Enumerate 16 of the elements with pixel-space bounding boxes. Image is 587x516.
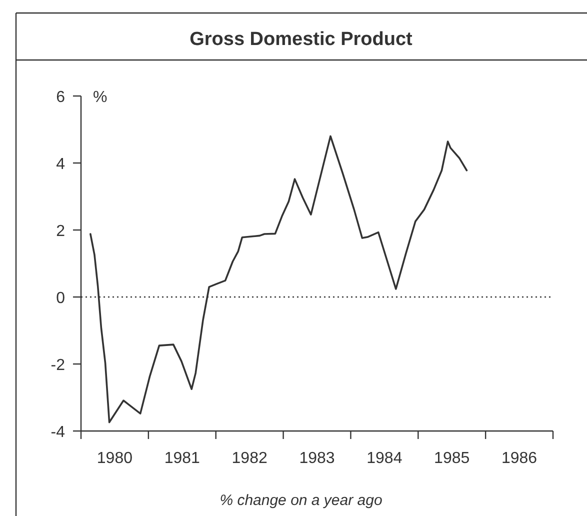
- y-tick-label: 6: [56, 89, 66, 106]
- x-axis-title: % change on a year ago: [220, 492, 382, 509]
- x-tick-label: 1980: [96, 450, 133, 467]
- y-tick-label: 2: [56, 223, 66, 240]
- x-tick-label: 1985: [434, 450, 470, 467]
- x-tick-label: 1983: [299, 450, 335, 467]
- x-tick-label: 1981: [164, 450, 200, 467]
- chart-title: Gross Domestic Product: [190, 29, 414, 50]
- y-tick-label: -2: [50, 357, 66, 374]
- y-tick-label: -4: [50, 424, 66, 441]
- y-tick-label: 4: [56, 156, 66, 173]
- x-tick-label: 1986: [501, 450, 538, 467]
- x-tick-label: 1982: [232, 450, 268, 467]
- y-axis-title: %: [93, 89, 108, 106]
- x-tick-label: 1984: [366, 450, 402, 467]
- y-tick-label: 0: [56, 290, 66, 307]
